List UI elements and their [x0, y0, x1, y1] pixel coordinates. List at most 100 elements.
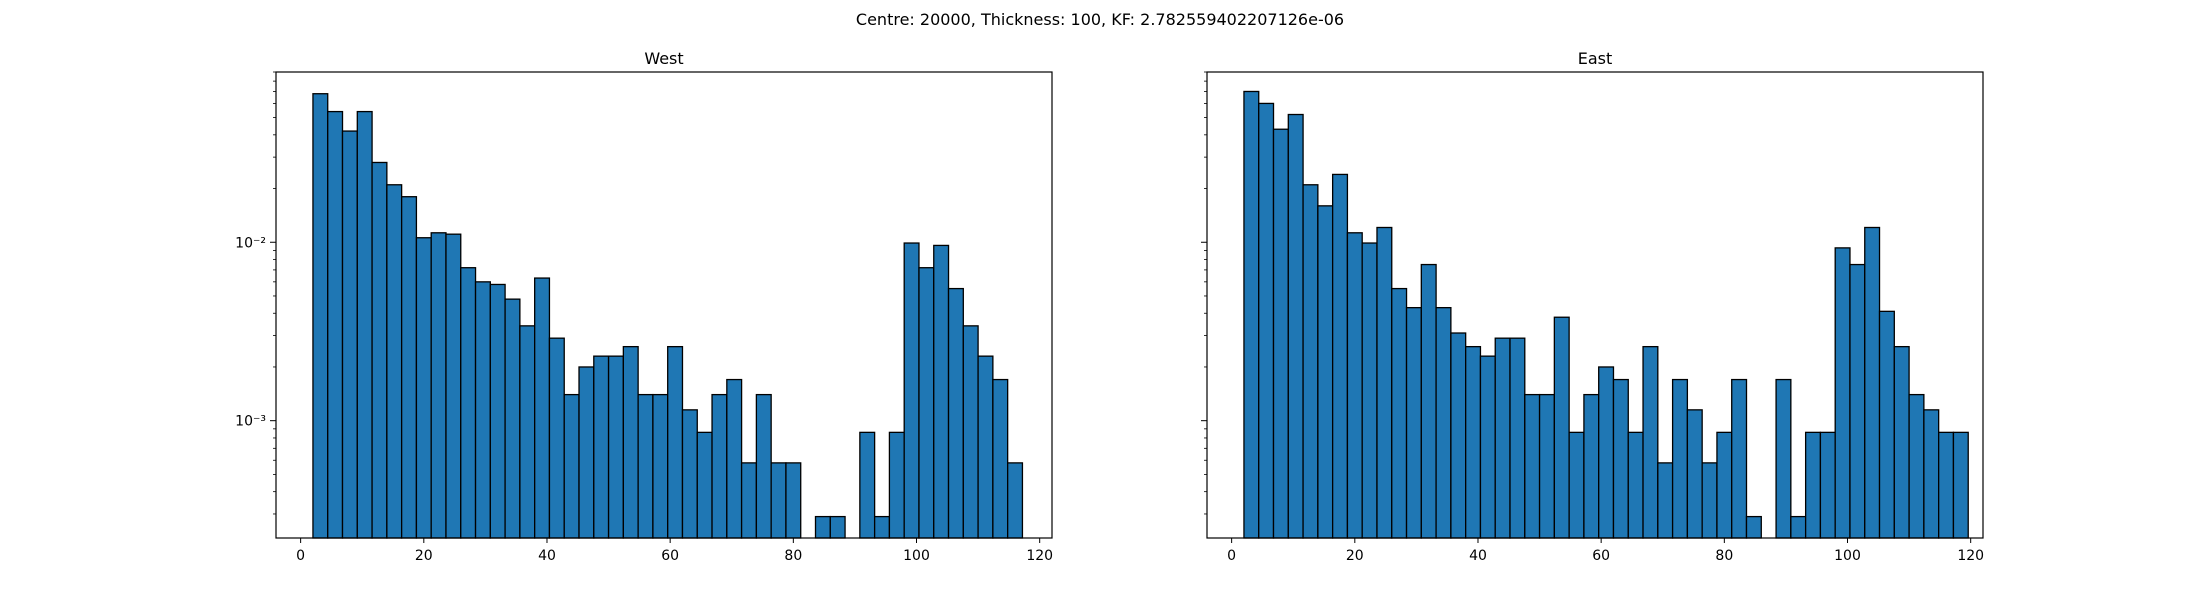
west-x-tick-label: 60 — [661, 548, 679, 564]
east-bar-40 — [1834, 247, 1851, 539]
east-bar-19 — [1524, 393, 1541, 539]
west-bar-44 — [962, 325, 979, 539]
west-x-tick-label: 80 — [784, 548, 802, 564]
west-x-tick-label: 20 — [415, 548, 433, 564]
east-bar-28 — [1657, 462, 1674, 539]
west-x-tick-label: 120 — [1026, 548, 1053, 564]
west-bar-16 — [548, 337, 565, 539]
east-bar-25 — [1612, 378, 1629, 539]
east-bar-14 — [1450, 332, 1467, 539]
west-bar-4 — [371, 161, 388, 539]
east-bar-2 — [1272, 128, 1289, 539]
east-x-tick-label: 60 — [1592, 548, 1610, 564]
east-bar-43 — [1878, 310, 1895, 539]
west-y-tick-label: 10⁻³ — [235, 414, 266, 430]
east-bar-5 — [1317, 205, 1334, 539]
west-bar-47 — [1007, 462, 1024, 539]
east-bar-8 — [1361, 242, 1378, 539]
east-x-tick-label: 120 — [1957, 548, 1984, 564]
west-bar-11 — [474, 281, 491, 539]
east-bar-1 — [1258, 102, 1275, 539]
west-bar-22 — [637, 393, 654, 539]
east-bar-38 — [1804, 431, 1822, 539]
west-bar-13 — [504, 298, 521, 539]
east-bar-18 — [1509, 337, 1526, 539]
east-bar-29 — [1671, 378, 1689, 539]
east-bar-42 — [1864, 226, 1881, 539]
west-bar-30 — [755, 393, 772, 539]
west-bar-1 — [327, 110, 344, 539]
west-x-tick-label: 0 — [296, 548, 305, 564]
west-x-tick-label: 40 — [538, 548, 556, 564]
west-bar-38 — [873, 515, 891, 539]
east-bar-33 — [1731, 378, 1748, 539]
west-bar-32 — [785, 462, 802, 539]
east-bar-45 — [1908, 393, 1925, 539]
east-bar-26 — [1627, 431, 1644, 539]
west-bar-26 — [696, 431, 713, 539]
bars-east — [1243, 90, 1969, 539]
west-bar-37 — [859, 431, 876, 539]
west-bar-34 — [814, 515, 831, 539]
east-bar-21 — [1553, 316, 1570, 539]
east-x-tick-label: 0 — [1227, 548, 1236, 564]
west-bar-27 — [711, 393, 728, 539]
east-bar-13 — [1435, 306, 1452, 539]
west-bar-9 — [445, 233, 462, 539]
west-bar-19 — [593, 355, 610, 539]
figure-suptitle: Centre: 20000, Thickness: 100, KF: 2.782… — [856, 10, 1344, 29]
east-bar-0 — [1243, 90, 1260, 539]
west-bar-18 — [578, 366, 595, 539]
east-bar-41 — [1849, 263, 1866, 539]
axes-west: 0 20 40 60 80 100 120 10⁻² 10⁻³ — [235, 71, 1053, 564]
west-bar-12 — [489, 283, 506, 539]
west-bar-2 — [341, 130, 358, 539]
west-bar-14 — [519, 325, 536, 539]
west-bar-21 — [622, 345, 639, 539]
panel-title-east: East — [1578, 49, 1613, 68]
west-y-tick-label: 10⁻² — [235, 235, 266, 251]
west-bar-29 — [740, 462, 758, 539]
east-bar-6 — [1331, 173, 1349, 539]
west-bar-24 — [667, 345, 684, 539]
west-axes-frame — [275, 71, 1053, 539]
panel-title-west: West — [644, 49, 683, 68]
east-bar-15 — [1465, 345, 1482, 539]
west-x-tick-label: 100 — [903, 548, 930, 564]
west-bar-0 — [312, 93, 329, 539]
west-bar-42 — [933, 244, 950, 539]
panel-west: West 0 20 40 60 80 100 120 10⁻² 10⁻³ — [235, 49, 1053, 564]
east-bar-20 — [1538, 393, 1555, 539]
west-bar-40 — [903, 242, 920, 539]
west-bar-31 — [770, 462, 787, 539]
east-bar-7 — [1346, 232, 1363, 539]
west-bar-10 — [460, 267, 477, 539]
east-bar-10 — [1391, 287, 1408, 539]
east-bar-37 — [1790, 515, 1807, 539]
axes-east: 0 20 40 60 80 100 120 — [1201, 71, 1984, 564]
west-bar-39 — [888, 431, 905, 539]
east-bar-22 — [1568, 431, 1585, 539]
west-bar-17 — [563, 393, 580, 539]
west-bar-23 — [652, 393, 669, 539]
west-bar-41 — [918, 267, 935, 539]
east-bar-30 — [1686, 409, 1703, 539]
west-bar-7 — [415, 237, 432, 539]
east-bar-39 — [1819, 431, 1836, 539]
east-bar-27 — [1642, 345, 1659, 539]
west-bar-15 — [534, 277, 551, 539]
east-bar-3 — [1287, 113, 1304, 539]
east-bar-24 — [1598, 366, 1615, 539]
east-bar-9 — [1376, 226, 1393, 539]
east-bar-23 — [1583, 393, 1600, 539]
panel-east: East 0 20 40 60 80 100 120 — [1201, 49, 1984, 564]
east-bar-47 — [1938, 431, 1955, 539]
west-bar-3 — [356, 110, 373, 539]
east-bar-46 — [1923, 409, 1940, 539]
west-bar-8 — [430, 232, 447, 539]
bars-west — [312, 93, 1024, 539]
east-x-tick-label: 100 — [1834, 548, 1861, 564]
east-bar-16 — [1479, 355, 1496, 539]
east-x-tick-label: 20 — [1346, 548, 1364, 564]
